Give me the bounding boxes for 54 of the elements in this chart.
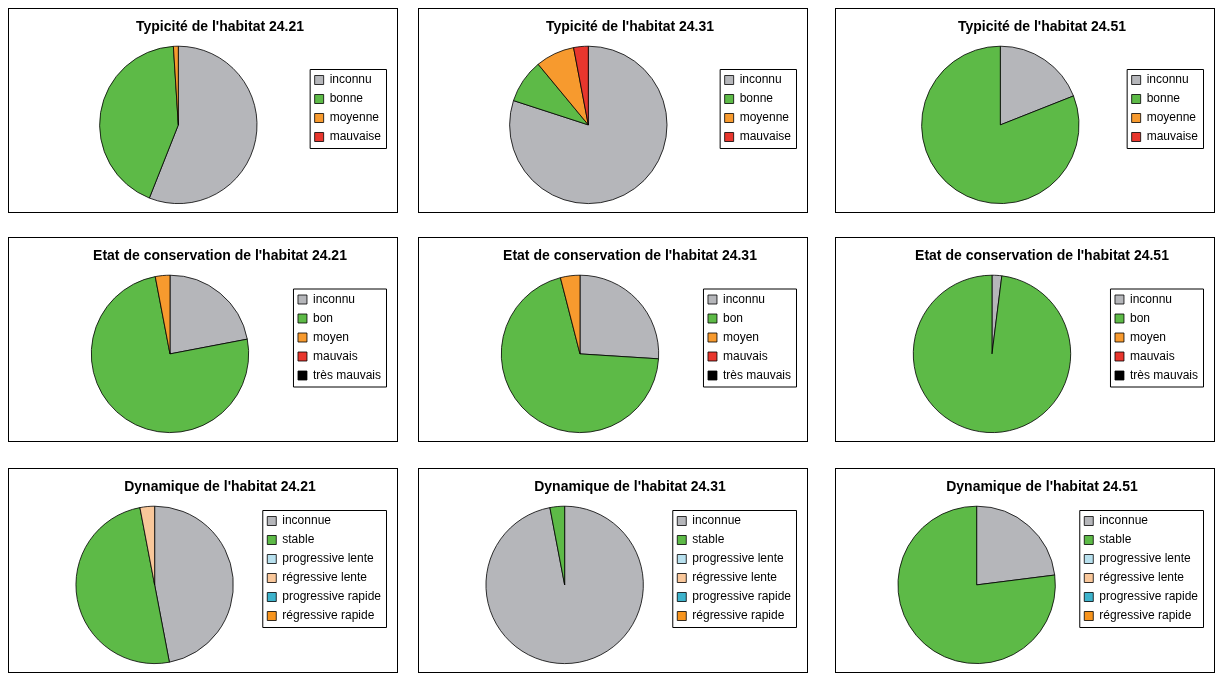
- legend-label: très mauvais: [312, 367, 382, 382]
- legend-label: mauvais: [1129, 348, 1175, 363]
- chart-title: Etat de conservation de l'habitat 24.51: [915, 247, 1170, 264]
- chart-title: Etat de conservation de l'habitat 24.31: [503, 247, 758, 264]
- chart-title: Etat de conservation de l'habitat 24.21: [93, 247, 348, 264]
- chart-title: Dynamique de l'habitat 24.51: [946, 478, 1139, 495]
- legend-label: mauvais: [312, 348, 358, 363]
- legend-label: mauvais: [722, 348, 768, 363]
- legend-label: régressive lente: [282, 570, 368, 585]
- legend-label: bon: [1129, 310, 1151, 325]
- legend-label: régressive rapide: [692, 608, 785, 623]
- legend-label: stable: [1099, 532, 1132, 547]
- legend-label: moyen: [722, 329, 760, 344]
- legend-label: progressive lente: [282, 551, 374, 566]
- legend-label: bon: [312, 310, 334, 325]
- legend-label: moyen: [312, 329, 350, 344]
- legend-label: régressive lente: [692, 570, 778, 585]
- legend-label: progressive rapide: [282, 589, 382, 604]
- chart-title: Typicité de l'habitat 24.21: [135, 18, 305, 35]
- chart-title: Typicité de l'habitat 24.31: [545, 18, 715, 35]
- legend-label: bonne: [329, 91, 364, 106]
- legend-label: mauvaise: [329, 129, 382, 144]
- legend-label: inconnu: [329, 72, 372, 87]
- legend-label: régressive lente: [1099, 570, 1185, 585]
- legend-label: mauvaise: [739, 129, 792, 144]
- legend-label: régressive rapide: [1099, 608, 1192, 623]
- legend-label: inconnue: [1099, 513, 1149, 528]
- chart-title: Dynamique de l'habitat 24.31: [534, 478, 727, 495]
- legend-label: stable: [282, 532, 315, 547]
- legend-label: inconnu: [312, 291, 356, 306]
- legend-label: moyen: [1129, 329, 1167, 344]
- legend-label: progressive lente: [692, 551, 784, 566]
- legend-label: progressive lente: [1099, 551, 1191, 566]
- legend-label: inconnue: [692, 513, 742, 528]
- legend-label: moyenne: [739, 110, 790, 125]
- legend-label: stable: [692, 532, 725, 547]
- legend-label: mauvaise: [1146, 129, 1199, 144]
- legend-label: inconnu: [722, 291, 766, 306]
- legend-label: bon: [722, 310, 744, 325]
- legend-label: inconnu: [1129, 291, 1173, 306]
- legend-label: très mauvais: [722, 367, 792, 382]
- legend-label: très mauvais: [1129, 367, 1199, 382]
- legend-label: progressive rapide: [692, 589, 792, 604]
- chart-title: Typicité de l'habitat 24.51: [957, 18, 1127, 35]
- legend-label: régressive rapide: [282, 608, 375, 623]
- legend-label: moyenne: [329, 110, 380, 125]
- legend-label: inconnu: [1146, 72, 1189, 87]
- legend-label: bonne: [739, 91, 774, 106]
- legend-label: bonne: [1146, 91, 1181, 106]
- legend-label: inconnue: [282, 513, 332, 528]
- legend-label: inconnu: [739, 72, 782, 87]
- legend-label: moyenne: [1146, 110, 1197, 125]
- legend-label: progressive rapide: [1099, 589, 1199, 604]
- chart-title: Dynamique de l'habitat 24.21: [124, 478, 317, 495]
